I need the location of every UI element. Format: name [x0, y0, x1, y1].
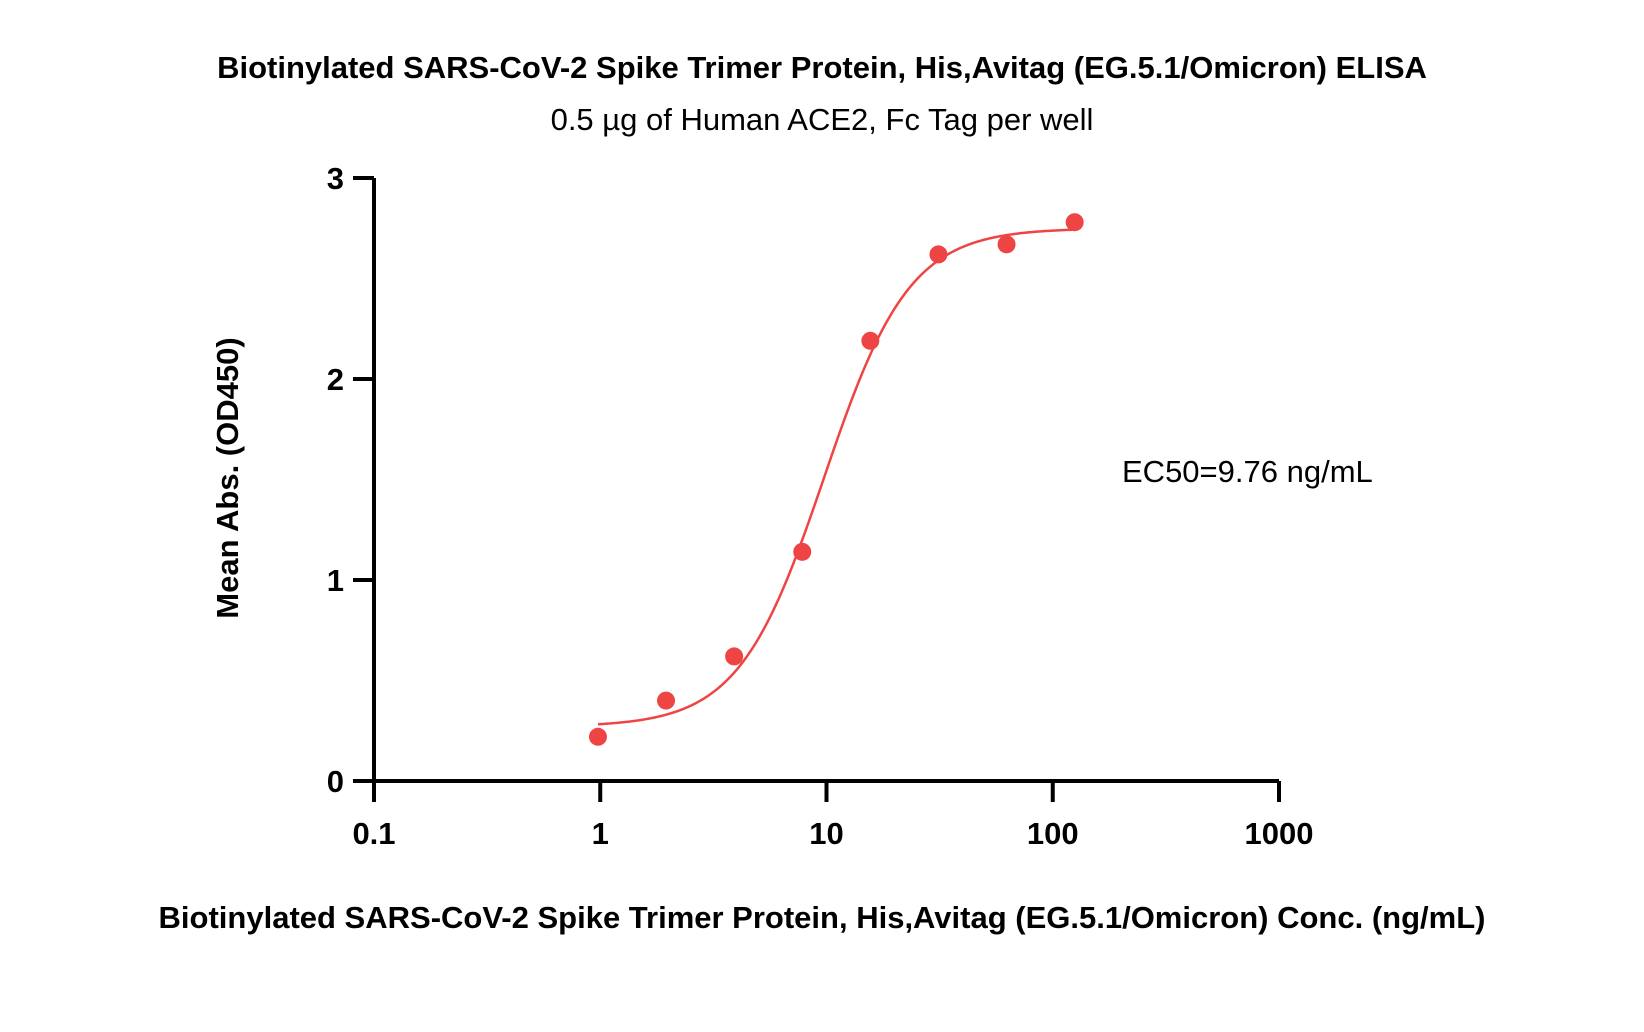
data-point	[793, 542, 812, 561]
chart-subtitle: 0.5 µg of Human ACE2, Fc Tag per well	[551, 102, 1094, 137]
data-point	[861, 331, 880, 350]
y-tick-label: 3	[327, 161, 344, 196]
y-tick-label: 1	[327, 563, 344, 598]
data-point	[929, 245, 948, 264]
data-points	[588, 213, 1084, 746]
y-tick-label: 0	[327, 764, 344, 799]
data-point	[1065, 213, 1084, 232]
x-tick-label: 1	[592, 816, 609, 851]
y-tick-label: 2	[327, 362, 344, 397]
ec50-annotation: EC50=9.76 ng/mL	[1122, 454, 1373, 489]
y-axis-ticks: 0 1 2 3	[327, 161, 374, 799]
x-tick-label: 0.1	[352, 816, 395, 851]
x-axis-label: Biotinylated SARS-CoV-2 Spike Trimer Pro…	[159, 900, 1486, 935]
x-axis-ticks: 0.1 1 10 100 1000	[352, 781, 1313, 851]
data-point	[725, 647, 744, 666]
y-axis-label: Mean Abs. (OD450)	[210, 337, 245, 618]
data-point	[997, 235, 1016, 254]
fit-curve	[597, 228, 1075, 726]
x-tick-label: 1000	[1245, 816, 1314, 851]
x-tick-label: 10	[809, 816, 843, 851]
x-tick-label: 100	[1027, 816, 1079, 851]
data-point	[588, 727, 607, 746]
chart-title: Biotinylated SARS-CoV-2 Spike Trimer Pro…	[217, 50, 1427, 85]
data-point	[657, 691, 676, 710]
